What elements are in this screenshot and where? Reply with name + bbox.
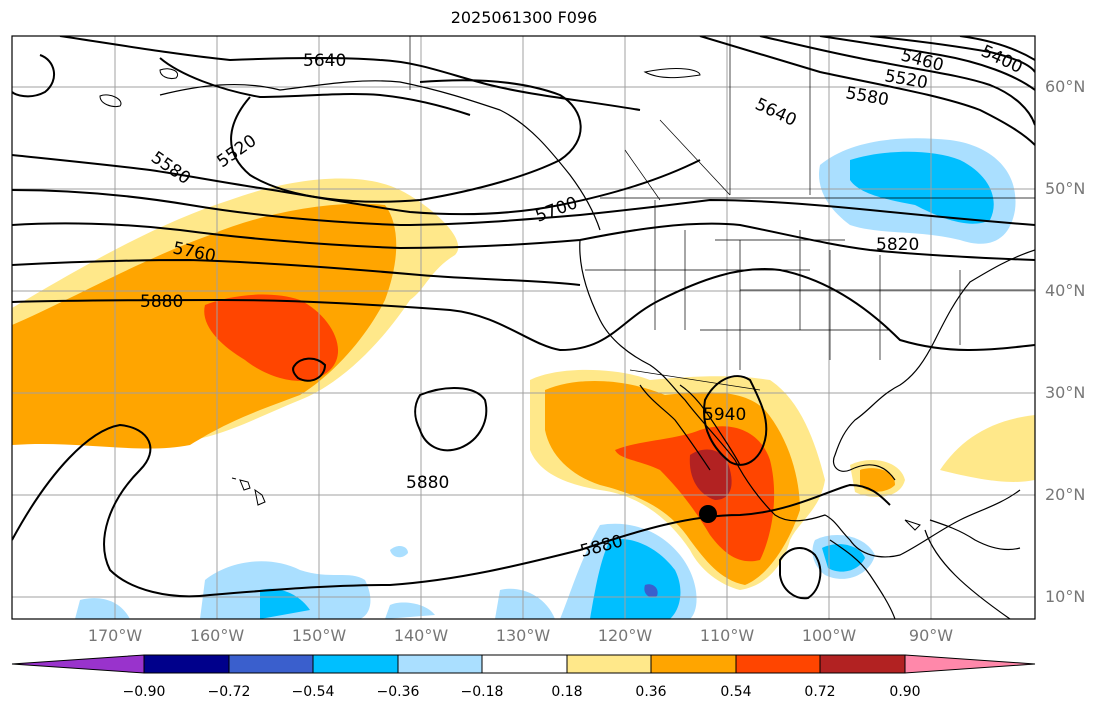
longitude-label: 160°W <box>189 626 245 645</box>
colorbar-tick-label: −0.90 <box>122 684 166 700</box>
location-marker <box>699 505 717 523</box>
longitude-label: 120°W <box>597 626 653 645</box>
colorbar-tick-label: 0.90 <box>889 684 921 700</box>
contour-label: 5880 <box>406 473 449 493</box>
longitude-label: 90°W <box>908 626 954 645</box>
colorbar-tick-label: 0.54 <box>720 684 752 700</box>
map-plot-area <box>12 36 1035 619</box>
latitude-label: 40°N <box>1045 281 1086 300</box>
colorbar-tick-label: −0.36 <box>376 684 420 700</box>
latitude-label: 50°N <box>1045 179 1086 198</box>
colorbar-segment <box>228 654 314 674</box>
latitude-label: 20°N <box>1045 485 1086 504</box>
height-contours <box>12 36 1035 600</box>
longitude-label: 110°W <box>699 626 755 645</box>
contour-label: 5520 <box>213 131 260 172</box>
map-frame <box>11 35 1036 620</box>
colorbar-segment <box>566 654 652 674</box>
islands <box>99 68 921 531</box>
colorbar-tick-label: −0.72 <box>207 684 251 700</box>
longitude-label: 170°W <box>87 626 143 645</box>
longitude-label: 140°W <box>393 626 449 645</box>
colorbar <box>11 654 1036 674</box>
colorbar-segment <box>735 654 821 674</box>
longitude-label: 100°W <box>801 626 857 645</box>
map-title: 2025061300 F096 <box>450 8 598 27</box>
contour-label: 5820 <box>876 235 919 255</box>
colorbar-low-extension <box>11 654 145 674</box>
colorbar-tick-label: −0.18 <box>460 684 504 700</box>
contour-label: 5700 <box>533 193 580 227</box>
contour-label: 5940 <box>703 405 746 425</box>
contour-label: 5640 <box>752 94 800 130</box>
negative-anomaly-tropics <box>75 523 875 619</box>
longitude-label: 150°W <box>291 626 347 645</box>
negative-anomaly-canada <box>819 138 1016 244</box>
colorbar-segment <box>481 654 568 674</box>
colorbar-segment <box>650 654 737 674</box>
colorbar-segment <box>819 654 906 674</box>
colorbar-segment <box>312 654 399 674</box>
contour-label: 5880 <box>140 292 183 312</box>
colorbar-segment <box>143 654 230 674</box>
colorbar-tick-label: −0.54 <box>291 684 335 700</box>
colorbar-tick-label: 0.72 <box>804 684 836 700</box>
latitude-label: 10°N <box>1045 587 1086 606</box>
coastlines <box>159 80 1035 619</box>
political-borders <box>409 36 1035 391</box>
longitude-label: 130°W <box>495 626 551 645</box>
colorbar-tick-label: 0.18 <box>551 684 583 700</box>
positive-anomaly-pacific <box>12 178 459 449</box>
colorbar-segment <box>397 654 483 674</box>
latitude-label: 60°N <box>1045 77 1086 96</box>
latitude-label: 30°N <box>1045 383 1086 402</box>
graticule <box>12 36 1035 619</box>
positive-anomaly-atlantic <box>940 415 1035 482</box>
colorbar-tick-label: 0.36 <box>635 684 667 700</box>
colorbar-high-extension <box>904 654 1036 674</box>
contour-label: 5580 <box>147 148 194 189</box>
contour-label: 5640 <box>303 51 346 71</box>
